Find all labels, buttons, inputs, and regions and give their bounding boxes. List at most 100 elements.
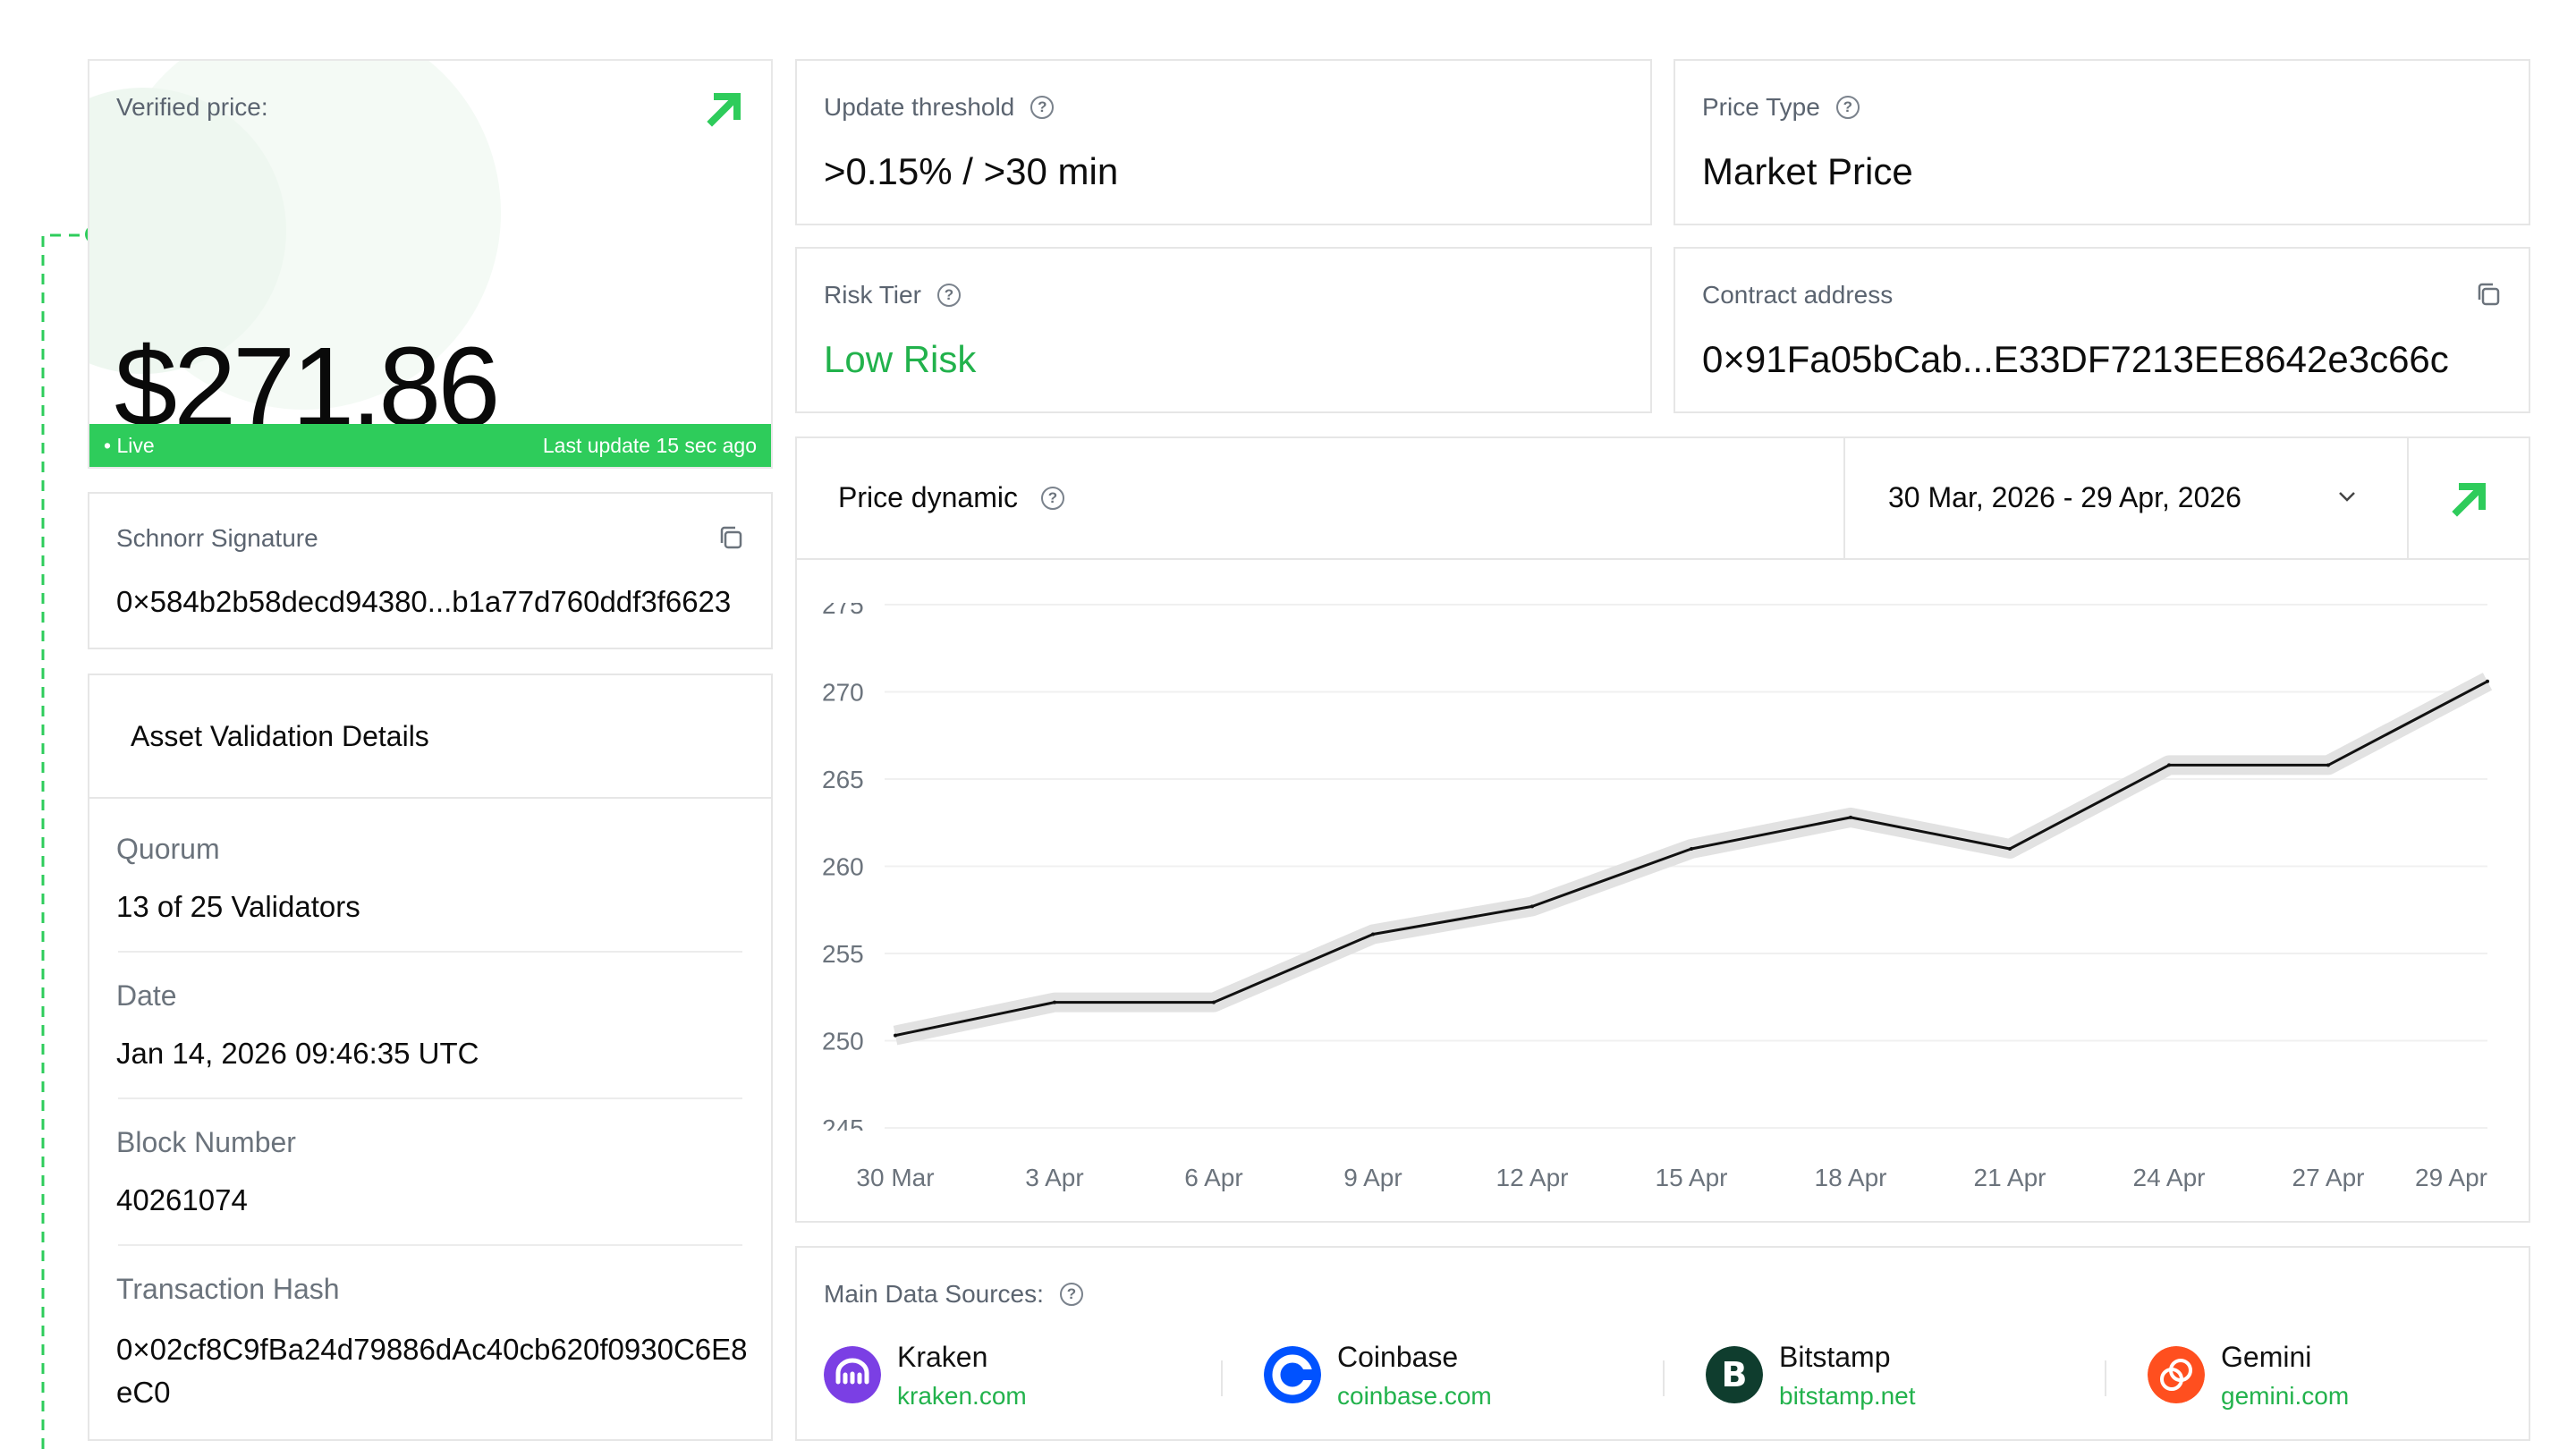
source-name: Coinbase xyxy=(1337,1341,1459,1373)
x-tick-label: 29 Apr xyxy=(2415,1164,2487,1191)
y-tick-label: 265 xyxy=(822,766,864,793)
chart-title-row: Price dynamic ? xyxy=(838,481,1064,514)
price-type-label-row: Price Type ? xyxy=(1702,93,1860,122)
x-tick-label: 9 Apr xyxy=(1343,1164,1402,1191)
help-icon[interactable]: ? xyxy=(1059,1283,1083,1306)
help-icon[interactable]: ? xyxy=(1040,486,1064,510)
copy-icon[interactable] xyxy=(2475,281,2502,308)
source-name: Kraken xyxy=(897,1341,988,1373)
coinbase-logo-icon xyxy=(1264,1346,1321,1403)
date-range-select[interactable]: 30 Mar, 2026 - 29 Apr, 2026 xyxy=(1843,438,2409,558)
quorum-value: 13 of 25 Validators xyxy=(116,890,360,923)
x-tick-label: 15 Apr xyxy=(1656,1164,1728,1191)
source-kraken[interactable]: Kraken kraken.com xyxy=(824,1341,1217,1412)
price-type-label: Price Type xyxy=(1702,93,1820,121)
data-point xyxy=(894,1033,897,1038)
divider xyxy=(118,1244,742,1246)
block-number-value: 40261074 xyxy=(116,1183,248,1216)
confidence-band xyxy=(893,673,2493,1046)
price-line-chart: 275 270 265 260 255 250 245 30 Mar 3 Apr 6 Apr 9 A… xyxy=(822,591,2493,1191)
x-tick-label: 24 Apr xyxy=(2133,1164,2206,1191)
source-name: Bitstamp xyxy=(1779,1341,1891,1373)
data-sources-card: Main Data Sources: ? Kraken kraken.com C… xyxy=(795,1246,2530,1441)
x-tick-label: 27 Apr xyxy=(2292,1164,2365,1191)
source-bitstamp[interactable]: B Bitstamp bitstamp.net xyxy=(1706,1341,2099,1412)
x-tick-label: 18 Apr xyxy=(1815,1164,1887,1191)
chart-header-divider xyxy=(797,558,2529,560)
data-point xyxy=(1690,847,1693,851)
threshold-value: >0.15% / >30 min xyxy=(824,150,1119,192)
asset-validation-title: Asset Validation Details xyxy=(131,720,429,752)
data-point xyxy=(1053,1000,1056,1004)
hash-line-2: eC0 xyxy=(116,1376,171,1409)
asset-validation-card: Asset Validation Details Quorum 13 of 25… xyxy=(88,674,773,1441)
risk-label: Risk Tier xyxy=(824,281,921,309)
x-tick-label: 21 Apr xyxy=(1974,1164,2046,1191)
chart-title: Price dynamic xyxy=(838,481,1018,513)
quorum-label: Quorum xyxy=(116,833,220,865)
update-threshold-card: Update threshold ? >0.15% / >30 min xyxy=(795,59,1652,225)
y-tick-label: 245 xyxy=(822,1114,864,1142)
copy-icon[interactable] xyxy=(717,524,744,551)
data-point xyxy=(2008,847,2012,851)
date-value: Jan 14, 2026 09:46:35 UTC xyxy=(116,1037,479,1070)
sources-label: Main Data Sources: xyxy=(824,1280,1044,1308)
source-link[interactable]: kraken.com xyxy=(897,1382,1027,1410)
date-label: Date xyxy=(116,979,177,1012)
schnorr-value[interactable]: 0×584b2b58decd94380...b1a77d760ddf3f6623 xyxy=(116,585,732,618)
arrow-up-right-icon[interactable] xyxy=(2450,479,2489,519)
gemini-logo-icon xyxy=(2148,1346,2205,1403)
price-type-card: Price Type ? Market Price xyxy=(1674,59,2530,225)
schnorr-label: Schnorr Signature xyxy=(116,524,318,552)
data-point xyxy=(2486,679,2489,683)
y-tick-label: 250 xyxy=(822,1028,864,1055)
source-gemini[interactable]: Gemini gemini.com xyxy=(2148,1341,2505,1412)
y-tick-label: 255 xyxy=(822,940,864,968)
price-type-value: Market Price xyxy=(1702,150,1913,192)
source-divider xyxy=(1663,1360,1665,1396)
threshold-label: Update threshold xyxy=(824,93,1015,121)
y-tick-label: 275 xyxy=(822,591,864,619)
divider xyxy=(118,1097,742,1099)
x-tick-label: 6 Apr xyxy=(1184,1164,1242,1191)
source-name: Gemini xyxy=(2221,1341,2312,1373)
background-decoration xyxy=(89,61,501,410)
contract-value[interactable]: 0×91Fa05bCab...E33DF7213EE8642e3c66c xyxy=(1702,338,2449,380)
arrow-up-right-icon xyxy=(707,93,741,127)
data-point xyxy=(1530,904,1534,909)
y-tick-label: 260 xyxy=(822,853,864,881)
contract-address-card: Contract address 0×91Fa05bCab...E33DF721… xyxy=(1674,247,2530,413)
data-point xyxy=(1849,815,1852,819)
verified-price-label: Verified price: xyxy=(116,93,268,121)
block-number-label: Block Number xyxy=(116,1126,296,1158)
contract-label: Contract address xyxy=(1702,281,1894,309)
last-update-label: Last update 15 sec ago xyxy=(542,433,757,457)
risk-tier-card: Risk Tier ? Low Risk xyxy=(795,247,1652,413)
risk-label-row: Risk Tier ? xyxy=(824,281,961,309)
x-tick-label: 12 Apr xyxy=(1496,1164,1569,1191)
source-link[interactable]: bitstamp.net xyxy=(1779,1382,1916,1410)
source-link[interactable]: gemini.com xyxy=(2221,1382,2350,1410)
transaction-hash-label: Transaction Hash xyxy=(116,1273,340,1305)
sources-label-row: Main Data Sources: ? xyxy=(824,1280,1083,1309)
schnorr-signature-card: Schnorr Signature 0×584b2b58decd94380...… xyxy=(88,492,773,649)
threshold-label-row: Update threshold ? xyxy=(824,93,1055,122)
divider xyxy=(118,951,742,953)
help-icon[interactable]: ? xyxy=(1030,96,1055,119)
chevron-down-icon xyxy=(2339,492,2355,502)
help-icon[interactable]: ? xyxy=(936,284,961,307)
live-status-bar: • Live Last update 15 sec ago xyxy=(89,424,771,467)
source-link[interactable]: coinbase.com xyxy=(1337,1382,1492,1410)
live-label: • Live xyxy=(104,433,155,457)
source-coinbase[interactable]: Coinbase coinbase.com xyxy=(1264,1341,1657,1412)
help-icon[interactable]: ? xyxy=(1835,96,1860,119)
x-tick-label: 30 Mar xyxy=(856,1164,934,1191)
transaction-hash-value[interactable]: 0×02cf8C9fBa24d79886dAc40cb620f0930C6E8 … xyxy=(116,1328,748,1414)
verified-price-card: Verified price: $271.86 • Live Last upda… xyxy=(88,59,773,469)
kraken-logo-icon xyxy=(824,1346,881,1403)
date-range-value: 30 Mar, 2026 - 29 Apr, 2026 xyxy=(1888,481,2241,513)
bitstamp-logo-icon: B xyxy=(1706,1346,1763,1403)
data-point xyxy=(1212,1000,1216,1004)
asset-header-divider xyxy=(89,797,771,799)
risk-value: Low Risk xyxy=(824,338,977,380)
